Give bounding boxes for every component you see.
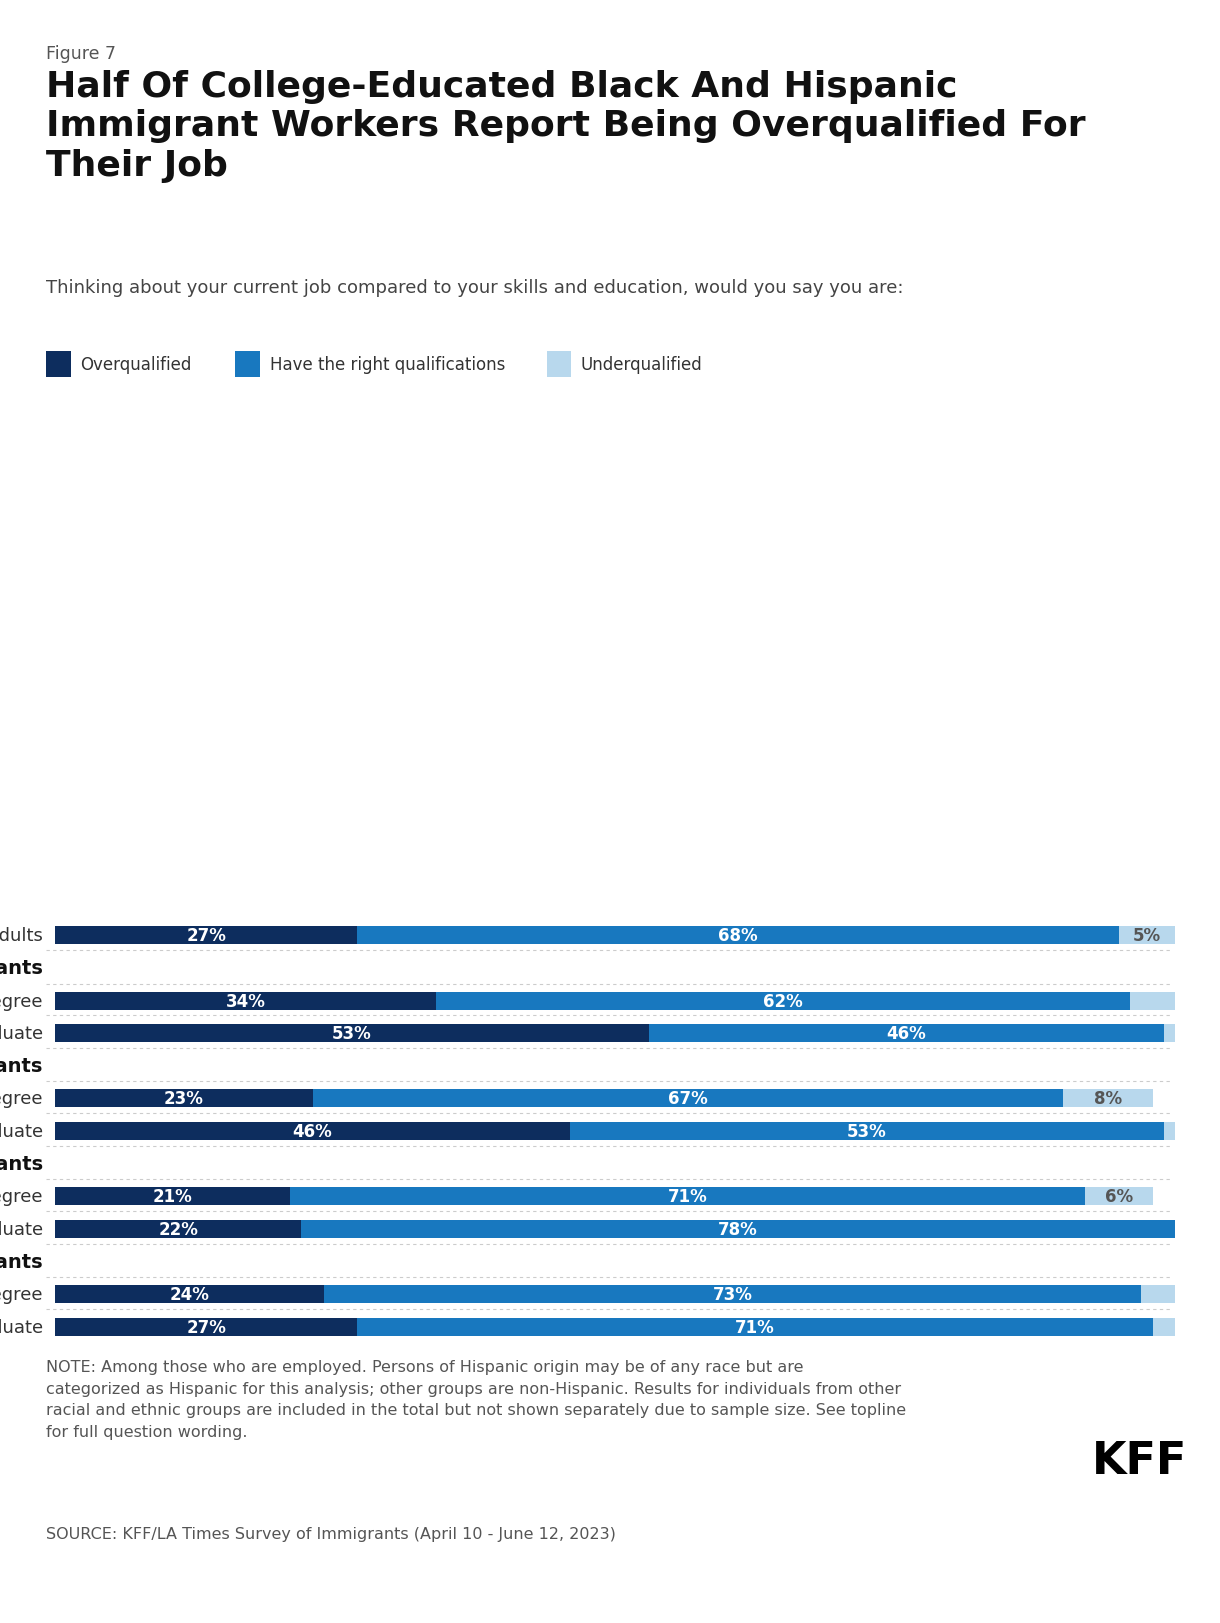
- Text: Underqualified: Underqualified: [581, 355, 703, 375]
- Text: 46%: 46%: [886, 1024, 926, 1042]
- Text: 53%: 53%: [332, 1024, 372, 1042]
- Text: 68%: 68%: [719, 927, 758, 945]
- Bar: [1086, 1188, 1153, 1206]
- Bar: [312, 1089, 1063, 1107]
- Bar: [1063, 1089, 1153, 1107]
- Bar: [55, 992, 436, 1010]
- Text: KFF: KFF: [1092, 1440, 1187, 1482]
- Bar: [1164, 1024, 1175, 1042]
- Text: 21%: 21%: [152, 1188, 193, 1206]
- Bar: [1153, 1318, 1175, 1336]
- Text: 34%: 34%: [226, 992, 265, 1010]
- Text: Asian immigrants: Asian immigrants: [0, 1154, 43, 1173]
- Text: Less than a college degree: Less than a college degree: [0, 992, 43, 1010]
- Text: 71%: 71%: [736, 1318, 775, 1336]
- Bar: [55, 1123, 570, 1141]
- Text: 6%: 6%: [1105, 1188, 1133, 1206]
- Text: 23%: 23%: [163, 1089, 204, 1109]
- Bar: [436, 992, 1130, 1010]
- Text: College graduate: College graduate: [0, 1318, 43, 1336]
- Bar: [55, 1318, 357, 1336]
- Text: Less than a college degree: Less than a college degree: [0, 1089, 43, 1109]
- Bar: [649, 1024, 1164, 1042]
- Text: College graduate: College graduate: [0, 1024, 43, 1042]
- Text: NOTE: Among those who are employed. Persons of Hispanic origin may be of any rac: NOTE: Among those who are employed. Pers…: [46, 1360, 906, 1440]
- Text: 46%: 46%: [293, 1123, 333, 1141]
- Bar: [570, 1123, 1164, 1141]
- Bar: [290, 1188, 1086, 1206]
- Text: 27%: 27%: [187, 927, 226, 945]
- Text: White immigrants: White immigrants: [0, 1253, 43, 1271]
- Bar: [55, 1188, 290, 1206]
- Bar: [1119, 927, 1175, 945]
- Text: Half Of College-Educated Black And Hispanic
Immigrant Workers Report Being Overq: Half Of College-Educated Black And Hispa…: [46, 70, 1086, 182]
- Text: Hispanic immigrants: Hispanic immigrants: [0, 1057, 43, 1076]
- Bar: [55, 1220, 301, 1238]
- Text: 62%: 62%: [764, 992, 803, 1010]
- Text: 73%: 73%: [712, 1285, 753, 1303]
- Bar: [1164, 1123, 1175, 1141]
- Text: 78%: 78%: [719, 1220, 758, 1238]
- Bar: [357, 927, 1119, 945]
- Text: Black immigrants: Black immigrants: [0, 959, 43, 977]
- Text: College graduate: College graduate: [0, 1220, 43, 1238]
- Text: Thinking about your current job compared to your skills and education, would you: Thinking about your current job compared…: [46, 279, 904, 297]
- Bar: [1142, 1285, 1175, 1303]
- Bar: [323, 1285, 1142, 1303]
- Text: Have the right qualifications: Have the right qualifications: [270, 355, 505, 375]
- Bar: [301, 1220, 1175, 1238]
- Bar: [55, 1285, 323, 1303]
- Text: SOURCE: KFF/LA Times Survey of Immigrants (April 10 - June 12, 2023): SOURCE: KFF/LA Times Survey of Immigrant…: [46, 1526, 616, 1540]
- Text: 22%: 22%: [159, 1220, 198, 1238]
- Text: 24%: 24%: [170, 1285, 210, 1303]
- Text: Figure 7: Figure 7: [46, 45, 116, 63]
- Text: 67%: 67%: [667, 1089, 708, 1109]
- Text: 53%: 53%: [847, 1123, 887, 1141]
- Text: Total immigrant adults: Total immigrant adults: [0, 927, 43, 945]
- Text: 5%: 5%: [1133, 927, 1161, 945]
- Text: Less than a college degree: Less than a college degree: [0, 1188, 43, 1206]
- Bar: [1130, 992, 1175, 1010]
- Text: Overqualified: Overqualified: [81, 355, 192, 375]
- Text: Less than a college degree: Less than a college degree: [0, 1285, 43, 1303]
- Bar: [55, 1024, 649, 1042]
- Text: 8%: 8%: [1094, 1089, 1122, 1109]
- Text: 27%: 27%: [187, 1318, 226, 1336]
- Bar: [357, 1318, 1153, 1336]
- Text: 71%: 71%: [667, 1188, 708, 1206]
- Bar: [55, 1089, 312, 1107]
- Text: College graduate: College graduate: [0, 1123, 43, 1141]
- Bar: [55, 927, 357, 945]
